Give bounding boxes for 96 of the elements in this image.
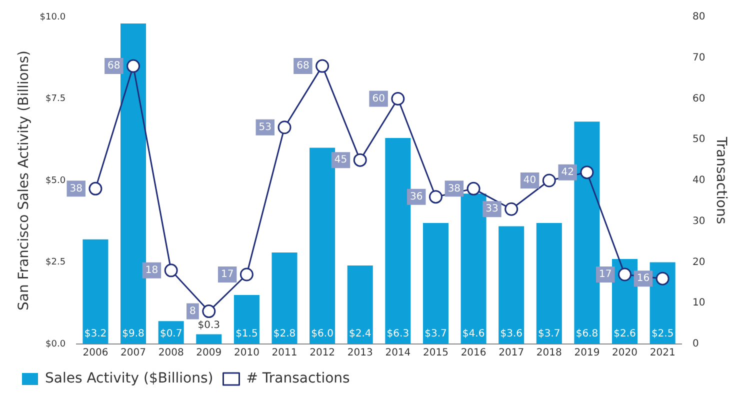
bar (82, 239, 108, 344)
x-tick-label: 2010 (234, 348, 260, 359)
point (278, 120, 292, 134)
data-label: $3.2 (84, 328, 107, 340)
data-label: 60 (372, 93, 385, 104)
y2-tick-label: 80 (692, 12, 706, 23)
y-tick-label: $2.5 (46, 258, 66, 268)
bar (536, 223, 562, 344)
y-tick-label: $5.0 (46, 176, 66, 186)
data-label: $2.6 (614, 328, 636, 340)
data-label: 40 (523, 175, 536, 186)
x-tick-label: 2007 (120, 348, 146, 359)
y2-tick-label: 40 (692, 175, 706, 186)
bar (347, 266, 373, 344)
data-label: $6.8 (576, 328, 598, 340)
x-tick-label: 2009 (196, 348, 222, 359)
y-tick-label: $0.0 (46, 339, 66, 350)
bar (234, 294, 260, 344)
point (164, 264, 178, 278)
x-tick-label: 2016 (460, 348, 486, 359)
data-label: 53 (258, 122, 272, 133)
point (580, 166, 594, 180)
data-label: $3.7 (424, 328, 447, 340)
data-label: $0.3 (198, 320, 220, 331)
bar (574, 122, 600, 344)
point (240, 268, 254, 282)
y-tick-label: $7.5 (46, 94, 66, 104)
bar (385, 138, 411, 344)
y2-tick-label: 50 (692, 134, 706, 146)
data-label: 18 (145, 265, 158, 276)
x-tick-label: 2011 (272, 348, 298, 359)
point (202, 304, 216, 318)
y-tick-label: $10.0 (40, 12, 66, 22)
data-label: 68 (108, 60, 120, 72)
data-label: 17 (599, 269, 612, 280)
y2-tick-label: 0 (692, 338, 699, 350)
bar (272, 252, 298, 344)
y2-tick-label: 60 (692, 93, 706, 104)
bar (310, 148, 336, 344)
data-label: $6.3 (386, 328, 410, 340)
legend-label: # Transactions (246, 370, 350, 387)
bar (196, 334, 222, 344)
x-tick-label: 2021 (650, 348, 676, 359)
data-label: 36 (410, 191, 423, 202)
point (428, 190, 442, 204)
x-tick-label: 2006 (82, 348, 108, 359)
bar (498, 226, 524, 344)
bar (120, 24, 146, 344)
legend-label: Sales Activity ($Billions) (45, 370, 214, 387)
point (353, 153, 367, 167)
data-label: $3.6 (500, 328, 522, 340)
bar (422, 223, 448, 344)
x-tick-label: 2019 (574, 348, 600, 359)
bar (650, 262, 676, 344)
point (542, 174, 556, 188)
x-tick-label: 2012 (310, 348, 336, 359)
y-axis-title: San Francisco Sales Activity (Billions) (16, 50, 32, 310)
data-label: $4.6 (462, 328, 485, 340)
data-label: 38 (448, 183, 461, 194)
point (504, 202, 518, 216)
data-label: $3.7 (538, 328, 560, 340)
data-label: $2.8 (273, 328, 296, 340)
x-tick-label: 2017 (498, 348, 524, 359)
point (88, 182, 102, 196)
point (391, 92, 405, 106)
y2-tick-label: 20 (692, 256, 706, 268)
data-label: $6.0 (311, 328, 334, 340)
data-label: 68 (296, 60, 310, 72)
point (316, 59, 330, 73)
bar (460, 194, 486, 344)
y2-tick-label: 70 (692, 52, 706, 64)
data-label: 38 (70, 183, 82, 194)
x-tick-label: 2015 (423, 348, 448, 359)
point (126, 59, 140, 73)
data-label: 42 (561, 166, 574, 178)
data-label: 16 (636, 273, 650, 284)
x-tick-label: 2018 (536, 348, 562, 359)
data-label: $9.8 (122, 328, 144, 340)
point (656, 272, 670, 286)
data-label: $2.5 (651, 328, 674, 340)
x-tick-label: 2008 (158, 348, 184, 359)
y2-tick-label: 30 (692, 216, 706, 227)
data-label: 33 (486, 204, 498, 215)
data-label: $0.7 (160, 328, 182, 340)
data-label: 17 (220, 269, 234, 280)
point (466, 182, 480, 196)
data-label: 45 (334, 154, 348, 166)
x-tick-label: 2013 (347, 348, 373, 359)
x-tick-label: 2020 (612, 348, 638, 359)
y2-tick-label: 10 (692, 298, 706, 309)
data-label: 8 (190, 306, 196, 317)
data-label: $2.4 (348, 328, 372, 340)
x-tick-label: 2014 (385, 348, 411, 359)
y2-axis-title: Transactions (712, 136, 729, 224)
point (618, 268, 632, 282)
data-label: $1.5 (236, 328, 258, 340)
